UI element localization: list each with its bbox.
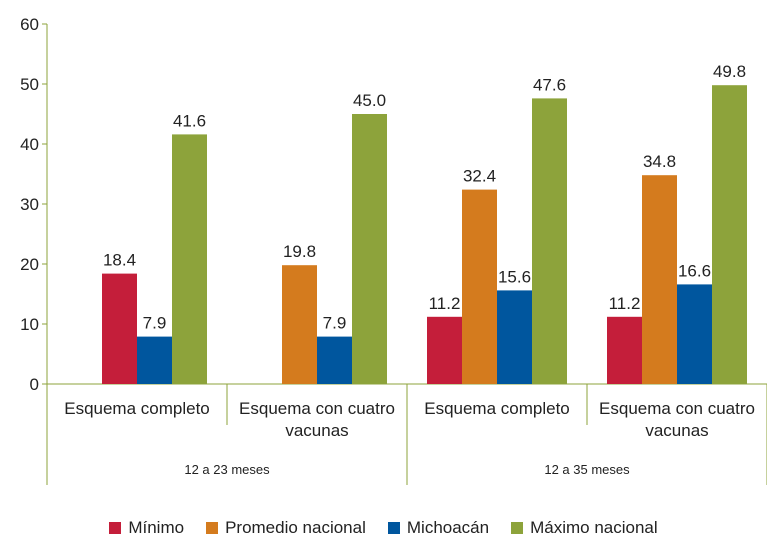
bar bbox=[462, 189, 497, 384]
group-label: 12 a 23 meses bbox=[184, 462, 270, 477]
bar bbox=[532, 98, 567, 385]
legend-label: Promedio nacional bbox=[225, 518, 366, 537]
value-label: 16.6 bbox=[678, 261, 711, 280]
value-label: 34.8 bbox=[643, 152, 676, 171]
legend-item: Máximo nacional bbox=[511, 518, 658, 538]
value-label: 11.2 bbox=[429, 294, 461, 313]
y-tick-label: 60 bbox=[20, 15, 39, 34]
bar bbox=[317, 336, 352, 384]
x-tick-label: Esquema completo bbox=[424, 399, 570, 418]
legend-label: Máximo nacional bbox=[530, 518, 658, 537]
y-tick-label: 40 bbox=[20, 135, 39, 154]
value-label: 47.6 bbox=[533, 75, 566, 94]
x-tick-label: Esquema con cuatro vacunas bbox=[239, 399, 395, 440]
bar bbox=[642, 175, 677, 384]
legend-swatch bbox=[511, 522, 524, 534]
value-label: 45.0 bbox=[353, 91, 386, 110]
bar bbox=[282, 265, 317, 384]
legend-label: Mínimo bbox=[128, 518, 185, 537]
value-label: 49.8 bbox=[713, 62, 746, 81]
legend-item: Mínimo bbox=[109, 518, 184, 538]
value-label: 32.4 bbox=[463, 167, 496, 186]
value-label: 19.8 bbox=[283, 242, 316, 261]
legend-swatch bbox=[206, 522, 219, 534]
legend-item: Michoacán bbox=[387, 518, 490, 538]
bar bbox=[172, 134, 207, 384]
value-label: 41.6 bbox=[173, 111, 206, 130]
bar bbox=[712, 85, 747, 384]
y-tick-label: 20 bbox=[20, 255, 39, 274]
legend-item: Promedio nacional bbox=[206, 518, 366, 538]
legend-swatch bbox=[387, 522, 400, 534]
legend-label: Michoacán bbox=[406, 518, 490, 537]
y-tick-label: 0 bbox=[30, 375, 39, 394]
x-tick-label: Esquema completo bbox=[64, 399, 210, 418]
value-label: 7.9 bbox=[143, 314, 167, 333]
group-label: 12 a 35 meses bbox=[544, 462, 630, 477]
legend-swatch bbox=[109, 522, 122, 534]
value-label: 7.9 bbox=[323, 314, 347, 333]
bar bbox=[607, 316, 642, 384]
value-label: 11.2 bbox=[609, 294, 641, 313]
value-label: 18.4 bbox=[103, 251, 136, 270]
bar bbox=[102, 273, 137, 384]
bar bbox=[137, 336, 172, 384]
bar bbox=[497, 290, 532, 384]
bar bbox=[352, 114, 387, 384]
x-tick-label: Esquema con cuatro vacunas bbox=[599, 399, 755, 440]
y-tick-label: 10 bbox=[20, 315, 39, 334]
value-label: 15.6 bbox=[498, 267, 531, 286]
legend: Mínimo Promedio nacional Michoacán Máximo n… bbox=[0, 518, 767, 538]
bar bbox=[677, 284, 712, 384]
bar bbox=[427, 316, 462, 384]
y-tick-label: 50 bbox=[20, 75, 39, 94]
y-tick-label: 30 bbox=[20, 195, 39, 214]
